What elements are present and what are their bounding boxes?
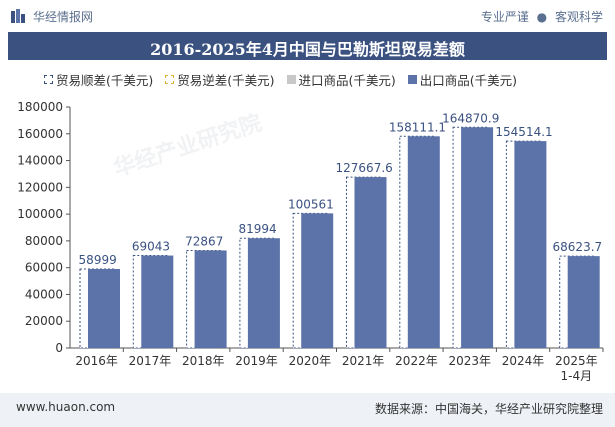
- data-label: 58999: [79, 253, 117, 267]
- x-tick-label: 2024年: [502, 354, 545, 368]
- x-tick-label: 2018年: [182, 354, 225, 368]
- data-label: 100561: [288, 197, 334, 211]
- bar-export: [88, 269, 120, 348]
- top-bar: 华经情报网 专业严谨 ● 客观科学: [0, 0, 615, 32]
- footer-site: www.huaon.com: [16, 400, 116, 414]
- legend-label-import: 进口商品(千美元): [298, 72, 396, 88]
- y-tick-label: 0: [55, 341, 63, 355]
- y-tick-label: 120000: [17, 180, 63, 194]
- data-label: 158111.1: [389, 120, 446, 134]
- title-bar: 2016-2025年4月中国与巴勒斯坦贸易差额: [8, 32, 607, 60]
- data-label: 68623.7: [553, 240, 603, 254]
- y-tick-label: 20000: [25, 314, 63, 328]
- x-tick-label: 1-4月: [561, 369, 593, 383]
- legend-label-export: 出口商品(千美元): [419, 72, 518, 88]
- bar-export: [461, 127, 494, 348]
- data-label: 154514.1: [495, 125, 552, 139]
- chart-legend: 贸易顺差(千美元) 贸易逆差(千美元) 进口商品(千美元) 出口商品(千美元): [44, 70, 529, 89]
- tagline-right: 客观科学: [554, 10, 603, 24]
- legend-item-import: 进口商品(千美元): [286, 70, 396, 89]
- brand-name: 华经情报网: [33, 10, 94, 24]
- bar-export: [567, 256, 600, 348]
- data-label: 127667.6: [336, 161, 393, 175]
- y-tick-label: 100000: [17, 207, 63, 221]
- chart-title: 2016-2025年4月中国与巴勒斯坦贸易差额: [150, 40, 465, 59]
- bar-chart: 0 20000 40000 60000 80000 100000 120000 140000 1…: [17, 100, 604, 383]
- legend-item-export: 出口商品(千美元): [407, 70, 518, 89]
- data-label: 72867: [185, 234, 223, 248]
- x-tick-label: 2016年: [75, 354, 118, 368]
- bar-export: [301, 213, 334, 348]
- legend-item-deficit: 贸易逆差(千美元): [165, 70, 275, 89]
- x-tick-label: 2017年: [129, 354, 172, 368]
- footer: www.huaon.com 数据来源：中国海关，华经产业研究院整理: [0, 393, 615, 427]
- bar-export: [354, 177, 387, 348]
- legend-swatch-surplus: [44, 74, 53, 84]
- bar-export: [194, 250, 227, 348]
- legend-label-deficit: 贸易逆差(千美元): [177, 72, 275, 88]
- legend-label-surplus: 贸易顺差(千美元): [56, 72, 154, 88]
- x-tick-label: 2020年: [289, 354, 332, 368]
- y-tick-label: 80000: [25, 234, 63, 248]
- y-tick-label: 140000: [17, 154, 63, 168]
- bar-export: [247, 238, 280, 348]
- x-tick-label: 2019年: [235, 354, 278, 368]
- legend-swatch-deficit: [165, 74, 175, 84]
- x-tick-label: 2023年: [448, 354, 491, 368]
- tagline-separator: ●: [536, 10, 548, 24]
- bar-export: [514, 141, 547, 348]
- data-label: 164870.9: [442, 111, 499, 125]
- tagline-left: 专业严谨: [480, 10, 529, 24]
- data-label: 69043: [132, 240, 170, 254]
- legend-swatch-export: [407, 74, 417, 84]
- x-tick-label: 2025年: [555, 354, 598, 368]
- y-tick-label: 160000: [17, 127, 63, 141]
- x-tick-label: 2022年: [395, 354, 438, 368]
- tagline: 专业严谨 ● 客观科学: [481, 8, 603, 25]
- bar-export: [407, 136, 440, 348]
- data-label: 81994: [238, 222, 276, 236]
- legend-item-surplus: 贸易顺差(千美元): [44, 70, 153, 89]
- y-tick-label: 180000: [17, 100, 63, 114]
- y-tick-label: 40000: [25, 287, 63, 301]
- brand-logo-icon: [11, 9, 25, 23]
- legend-swatch-import: [286, 74, 296, 84]
- footer-source: 数据来源：中国海关，华经产业研究院整理: [374, 402, 603, 416]
- y-tick-label: 60000: [25, 261, 63, 275]
- x-tick-label: 2021年: [342, 354, 385, 368]
- bar-export: [141, 255, 174, 348]
